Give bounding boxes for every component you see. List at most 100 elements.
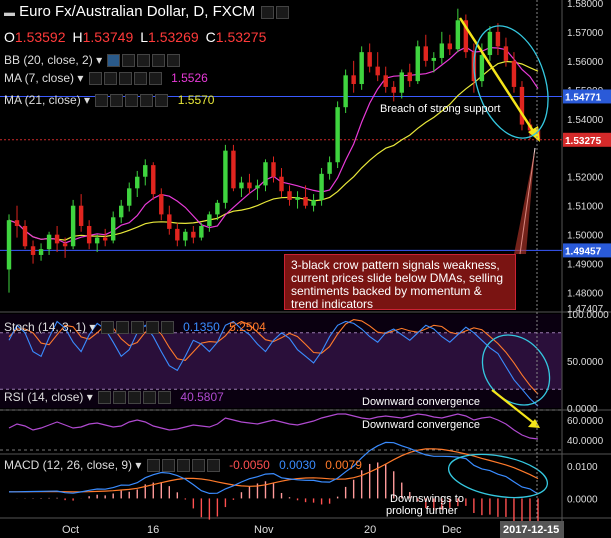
annotation-stoch: Downward convergence <box>362 396 480 408</box>
stoch-band <box>0 332 562 390</box>
settings-icon[interactable] <box>122 54 136 68</box>
candle-body <box>223 150 228 203</box>
candle-body <box>367 52 372 67</box>
annotation-box: 3-black crow pattern signals weakness, c… <box>284 254 516 311</box>
chevron-down-icon[interactable]: ▾ <box>135 458 142 472</box>
ohlc-key: H <box>72 29 83 45</box>
candle-body <box>319 173 324 200</box>
macd-value: 0.0030 <box>279 458 316 472</box>
candle-body <box>110 217 116 241</box>
price-tick-label: 1.51000 <box>567 202 604 213</box>
settings-icon[interactable] <box>110 94 124 108</box>
more-icon[interactable] <box>158 391 172 405</box>
plus-icon[interactable] <box>143 391 157 405</box>
candle-body <box>94 237 100 244</box>
candle-body <box>46 234 52 250</box>
ohlc-key: L <box>140 29 149 45</box>
candle-body <box>295 197 300 200</box>
collapse-icon[interactable]: ▬ <box>4 7 15 19</box>
candle-body <box>287 191 292 200</box>
candle-body <box>519 86 525 125</box>
settings-icon[interactable] <box>115 321 129 335</box>
settings-icon[interactable] <box>103 72 117 86</box>
eye-icon[interactable] <box>261 5 275 19</box>
candle-body <box>159 194 164 215</box>
close-icon[interactable] <box>128 391 142 405</box>
macd-line <box>8 441 539 495</box>
more-icon[interactable] <box>155 94 169 108</box>
price-tick-label: 1.57000 <box>567 28 604 39</box>
eye-icon[interactable] <box>88 72 102 86</box>
macd-tick-label: 0.0100 <box>567 462 598 473</box>
plus-icon[interactable] <box>145 321 159 335</box>
candle-body <box>343 75 348 108</box>
candle-body <box>70 205 76 247</box>
settings-icon[interactable] <box>276 5 290 19</box>
more-icon[interactable] <box>206 459 220 473</box>
time-tick-label: 16 <box>147 524 159 536</box>
close-icon[interactable] <box>125 94 139 108</box>
more-icon[interactable] <box>167 54 181 68</box>
candle-body <box>439 43 445 58</box>
eye-icon[interactable] <box>107 54 121 68</box>
close-icon[interactable] <box>137 54 151 68</box>
chevron-down-icon[interactable]: ▾ <box>77 71 84 85</box>
last-price-label: 1.53275 <box>565 136 602 147</box>
stoch-tick-label: 50.0000 <box>567 357 604 368</box>
legend-macd: MACD (12, 26, close, 9) ▾ -0.0050 0.0030… <box>4 458 362 473</box>
legend-stoch: Stoch (14, 3, 1) ▾ 0.1350 5.2504 <box>4 320 266 335</box>
candle-body <box>495 31 501 47</box>
plus-icon[interactable] <box>152 54 166 68</box>
candle-body <box>383 75 388 87</box>
candle-body <box>86 225 92 244</box>
chevron-down-icon[interactable]: ▾ <box>89 320 96 334</box>
time-tick-label: 20 <box>364 524 376 536</box>
close-icon[interactable] <box>130 321 144 335</box>
more-icon[interactable] <box>148 72 162 86</box>
date-tag-label: 2017-12-15 <box>503 524 559 536</box>
macd-label: MACD (12, 26, close, 9) <box>4 458 133 472</box>
ma7-label: MA (7, close) <box>4 71 75 85</box>
eye-icon[interactable] <box>98 391 112 405</box>
settings-icon[interactable] <box>113 391 127 405</box>
eye-icon[interactable] <box>146 459 160 473</box>
ohlc-value: 1.53275 <box>215 29 267 45</box>
stoch-tick-label: 100.0000 <box>567 310 609 321</box>
close-icon[interactable] <box>118 72 132 86</box>
candle-body <box>119 205 124 218</box>
stoch-k-line <box>8 320 539 407</box>
macd-tick-label: 0.0000 <box>567 494 598 505</box>
bb-upper-label: 1.54771 <box>565 92 602 103</box>
chevron-down-icon[interactable]: ▾ <box>96 53 103 67</box>
candle-body <box>199 225 204 238</box>
plus-icon[interactable] <box>133 72 147 86</box>
candle-body <box>207 214 212 226</box>
stoch-d-value: 5.2504 <box>229 320 266 334</box>
candle-body <box>271 162 276 177</box>
candle-body <box>191 231 196 238</box>
ohlc-value: 1.53749 <box>82 29 134 45</box>
settings-icon[interactable] <box>161 459 175 473</box>
candle-body <box>247 182 252 189</box>
candle-body <box>239 182 244 189</box>
chevron-down-icon[interactable]: ▾ <box>84 93 91 107</box>
rsi-tick-label: 40.0000 <box>567 436 604 447</box>
eye-icon[interactable] <box>100 321 114 335</box>
close-icon[interactable] <box>176 459 190 473</box>
candle-body <box>447 43 453 50</box>
candle-body <box>311 199 316 206</box>
ma21-label: MA (21, close) <box>4 93 81 107</box>
plus-icon[interactable] <box>140 94 154 108</box>
plus-icon[interactable] <box>191 459 205 473</box>
more-icon[interactable] <box>160 321 174 335</box>
eye-icon[interactable] <box>95 94 109 108</box>
macd-hist-value: -0.0050 <box>229 458 270 472</box>
legend-bb: BB (20, close, 2) ▾ <box>4 53 181 68</box>
bb-upper-label-bg <box>563 89 611 104</box>
annotation-text: 3-black crow pattern signals weakness, c… <box>291 258 504 311</box>
chevron-down-icon[interactable]: ▾ <box>86 390 93 404</box>
price-tick-label: 1.54000 <box>567 115 604 126</box>
candle-body <box>151 165 156 195</box>
ma7-value: 1.5526 <box>171 71 208 85</box>
